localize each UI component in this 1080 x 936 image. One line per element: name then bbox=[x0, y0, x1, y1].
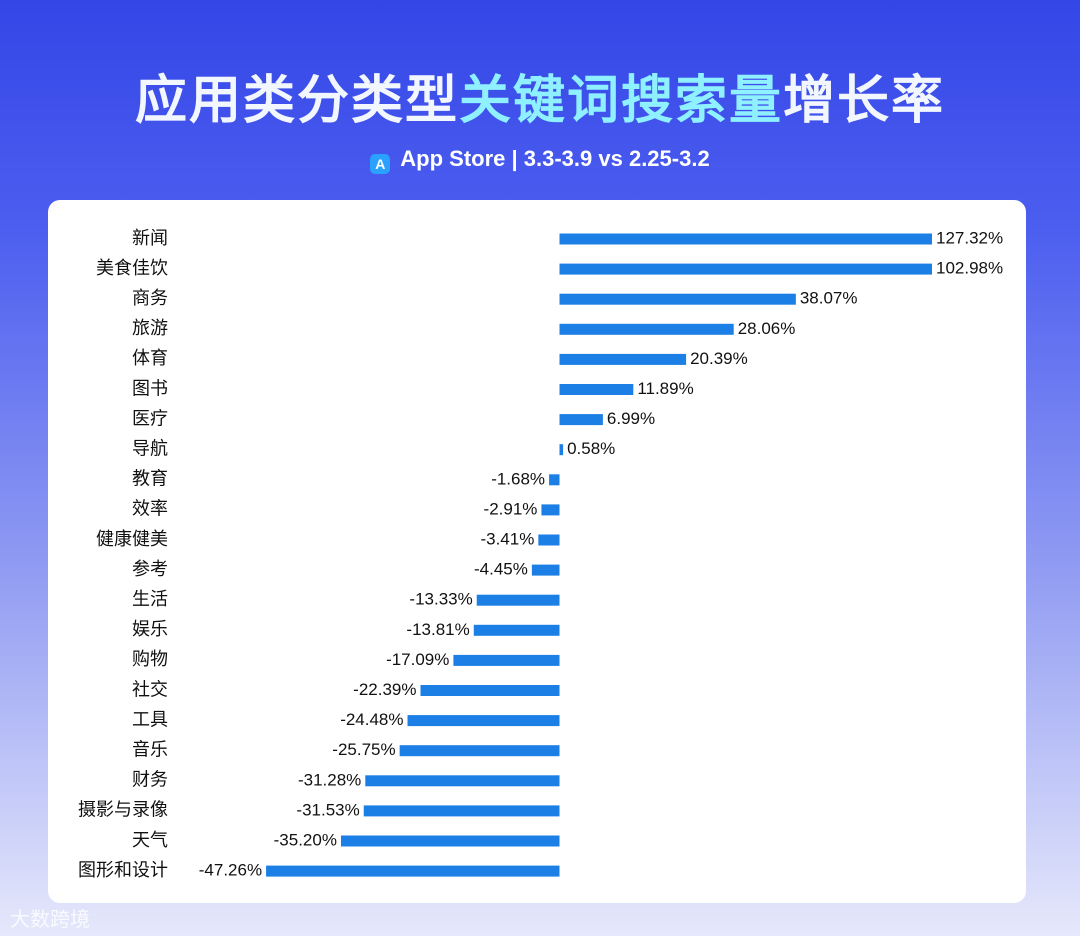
category-label: 音乐 bbox=[132, 739, 168, 759]
value-label: -13.33% bbox=[409, 590, 472, 609]
bar bbox=[559, 323, 734, 335]
bar bbox=[363, 805, 560, 817]
bar bbox=[559, 444, 564, 456]
value-label: -3.41% bbox=[480, 529, 534, 548]
value-label: -13.81% bbox=[406, 620, 469, 639]
category-label: 美食佳饮 bbox=[96, 258, 168, 278]
value-label: -25.75% bbox=[332, 740, 395, 759]
category-label: 财务 bbox=[132, 770, 168, 790]
value-label: 0.58% bbox=[567, 439, 615, 458]
value-label: -1.68% bbox=[491, 469, 545, 488]
category-label: 摄影与录像 bbox=[78, 800, 168, 820]
category-label: 社交 bbox=[132, 679, 168, 699]
category-label: 天气 bbox=[132, 830, 168, 850]
title-part: 增长率 bbox=[783, 72, 946, 130]
value-label: -4.45% bbox=[474, 560, 528, 579]
category-label: 参考 bbox=[132, 559, 168, 579]
value-label: 127.32% bbox=[936, 228, 1003, 247]
bar bbox=[365, 775, 560, 787]
category-label: 商务 bbox=[132, 288, 168, 308]
value-label: 11.89% bbox=[637, 379, 693, 398]
category-label: 健康健美 bbox=[96, 529, 168, 549]
bar bbox=[399, 745, 560, 757]
subtitle-row: A App Store | 3.3-3.9 vs 2.25-3.2 bbox=[0, 146, 1080, 174]
category-label: 购物 bbox=[132, 649, 168, 669]
value-label: -31.28% bbox=[298, 770, 361, 789]
bar bbox=[559, 233, 932, 245]
value-label: -17.09% bbox=[386, 650, 449, 669]
value-label: -22.39% bbox=[353, 680, 416, 699]
bar bbox=[559, 384, 634, 395]
value-label: 28.06% bbox=[738, 319, 796, 338]
title-part: 应用类分类型 bbox=[134, 72, 459, 130]
bar bbox=[559, 353, 687, 365]
bar bbox=[538, 534, 560, 546]
bar bbox=[559, 414, 603, 426]
bar bbox=[407, 715, 560, 727]
value-label: 20.39% bbox=[690, 349, 748, 368]
bar bbox=[476, 594, 560, 606]
bar bbox=[541, 504, 560, 516]
bar bbox=[340, 835, 560, 847]
value-label: -2.91% bbox=[484, 499, 538, 518]
title: 应用类分类型关键词搜索量增长率 bbox=[0, 58, 1080, 133]
category-label: 医疗 bbox=[132, 408, 168, 428]
category-label: 导航 bbox=[132, 438, 168, 458]
value-label: 102.98% bbox=[936, 259, 1003, 278]
category-label: 教育 bbox=[132, 469, 168, 489]
value-label: 6.99% bbox=[607, 409, 655, 428]
value-label: 38.07% bbox=[800, 289, 858, 308]
bar bbox=[559, 293, 796, 305]
value-label: -24.48% bbox=[340, 710, 403, 729]
category-label: 娱乐 bbox=[132, 619, 168, 639]
bar bbox=[531, 564, 560, 576]
app-store-icon: A bbox=[370, 154, 391, 174]
bar bbox=[473, 624, 560, 636]
category-label: 体育 bbox=[132, 348, 168, 368]
value-label: -35.20% bbox=[274, 830, 337, 849]
category-label: 旅游 bbox=[132, 318, 168, 338]
title-part: 关键词搜索量 bbox=[458, 72, 783, 130]
bar bbox=[549, 474, 560, 486]
category-label: 生活 bbox=[132, 589, 168, 609]
category-label: 工具 bbox=[132, 709, 168, 729]
category-label: 图书 bbox=[132, 378, 168, 398]
category-label: 图形和设计 bbox=[78, 860, 168, 880]
bar bbox=[453, 654, 560, 666]
value-label: -47.26% bbox=[199, 861, 262, 880]
subtitle: App Store | 3.3-3.9 vs 2.25-3.2 bbox=[400, 146, 710, 171]
bar bbox=[420, 685, 560, 696]
category-label: 新闻 bbox=[132, 228, 168, 248]
category-label: 效率 bbox=[132, 499, 168, 519]
bar bbox=[559, 263, 932, 275]
value-label: -31.53% bbox=[296, 800, 359, 819]
watermark: 大数跨境 bbox=[10, 909, 90, 931]
bar bbox=[266, 865, 560, 877]
